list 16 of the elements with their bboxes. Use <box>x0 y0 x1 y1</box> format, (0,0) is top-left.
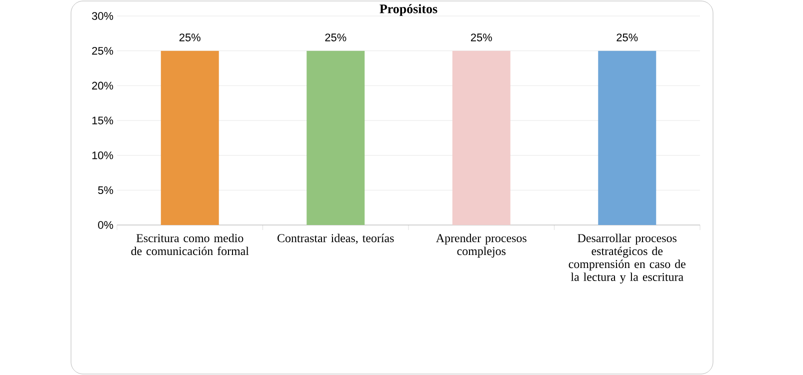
x-tick-label: Contrastar ideas, teorías <box>278 234 394 244</box>
y-tick-label: 0% <box>98 221 114 229</box>
data-label: 25% <box>616 34 638 42</box>
x-tick-label: Escritura como medio de comunicación formal <box>131 234 249 256</box>
y-tick-label: 30% <box>92 12 114 20</box>
chart-title: Propósitos <box>380 4 438 16</box>
data-label: 25% <box>470 34 492 42</box>
y-tick-label: 15% <box>92 116 114 124</box>
data-label: 25% <box>179 34 200 42</box>
y-tick-label: 20% <box>92 82 114 90</box>
x-tick-label: Aprender procesos complejos <box>436 234 526 258</box>
y-tick-label: 25% <box>92 46 114 55</box>
y-tick-label: 10% <box>92 151 114 160</box>
data-label: 25% <box>325 34 346 42</box>
y-tick-label: 5% <box>98 186 114 194</box>
x-tick-label: Desarrollar procesos estratégicos de comprensión en caso de la lectura y la escritura <box>568 234 686 284</box>
